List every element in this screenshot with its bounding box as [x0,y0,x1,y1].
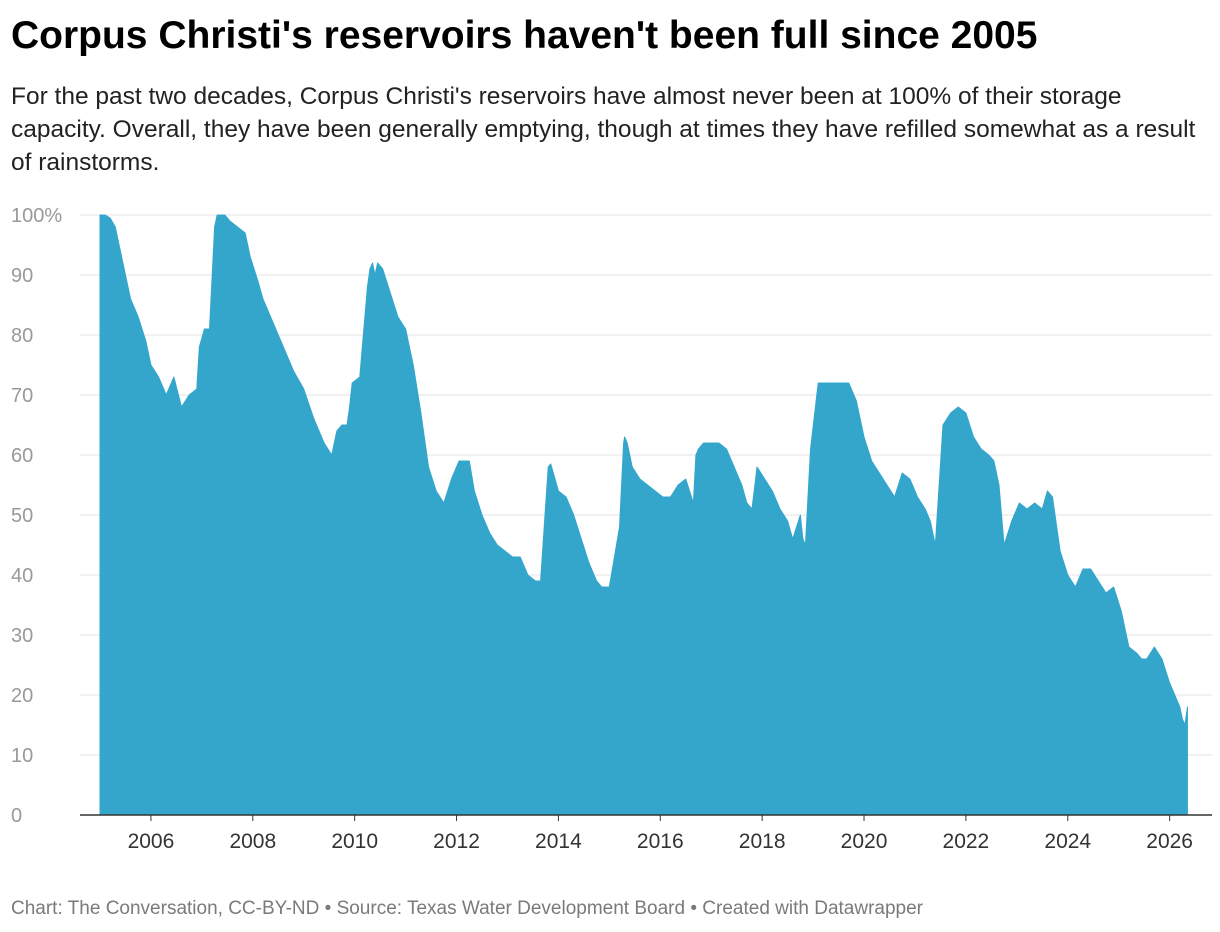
y-tick-label: 10 [11,745,33,767]
x-tick-label: 2014 [535,830,582,853]
chart-credit: Chart: The Conversation, CC-BY-ND [11,898,320,919]
chart-title: Corpus Christi's reservoirs haven't been… [11,14,1038,57]
x-tick-label: 2008 [229,830,276,853]
x-tick-label: 2006 [128,830,175,853]
chart-subtitle: For the past two decades, Corpus Christi… [11,83,1196,176]
y-tick-label: 60 [11,445,33,467]
y-tick-label: 20 [11,685,33,707]
x-axis-ticks: 2006 2008 2010 2012 2014 2016 2018 2020 2022 2024… [128,815,1193,853]
x-tick-label: 2016 [637,830,684,853]
chart-footer: Chart: The Conversation, CC-BY-ND • Sour… [11,896,923,922]
y-tick-label: 30 [11,625,33,647]
x-tick-label: 2018 [739,830,786,853]
y-tick-label: 80 [11,325,33,347]
y-tick-label: 50 [11,505,33,527]
x-tick-label: 2026 [1146,830,1193,853]
x-tick-label: 2010 [331,830,378,853]
chart-container: 100% 90 80 70 60 50 40 30 20 10 0 2006 2008 2010 2012… [0,195,1220,867]
y-tick-label: 70 [11,385,33,407]
footer-separator: • [690,898,698,919]
area-series [99,214,1188,816]
y-tick-label: 90 [11,265,33,287]
x-tick-label: 2024 [1044,830,1091,853]
x-tick-label: 2012 [433,830,480,853]
x-tick-label: 2022 [943,830,990,853]
x-tick-label: 2020 [841,830,888,853]
y-tick-label: 40 [11,565,33,587]
y-axis-ticks: 100% 90 80 70 60 50 40 30 20 10 0 [11,205,62,827]
footer-separator: • [324,898,332,919]
storage-area [99,214,1188,816]
y-tick-label: 0 [11,805,22,827]
tool-credit: Created with Datawrapper [702,898,924,919]
source-credit: Source: Texas Water Development Board [336,898,686,919]
y-tick-label: 100% [11,205,62,227]
